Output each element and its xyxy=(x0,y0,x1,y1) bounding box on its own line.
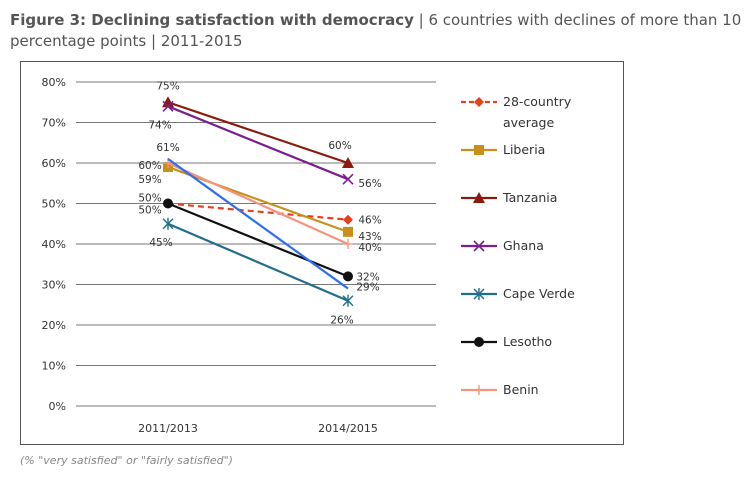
series-line xyxy=(167,161,349,246)
chart-title: Figure 3: Declining satisfaction with de… xyxy=(10,10,750,52)
data-label: 59% xyxy=(138,174,161,186)
y-tick-label: 10% xyxy=(42,360,66,373)
data-point xyxy=(343,226,353,237)
chart-title-subtitle: | 6 countries with declines of more than… xyxy=(10,11,742,50)
legend-marker xyxy=(474,97,484,107)
data-point xyxy=(162,217,174,230)
data-label: 61% xyxy=(156,142,179,154)
data-label: 32% xyxy=(356,271,379,283)
series-line xyxy=(167,222,349,302)
series-line xyxy=(167,202,349,278)
data-point xyxy=(162,100,174,112)
data-point xyxy=(162,96,174,108)
y-tick-label: 50% xyxy=(42,198,66,211)
legend-marker xyxy=(474,145,484,155)
data-point xyxy=(342,157,354,168)
y-tick-label: 20% xyxy=(42,319,66,332)
series-line xyxy=(167,105,349,181)
legend-marker xyxy=(473,240,485,252)
y-tick-label: 70% xyxy=(42,117,66,130)
data-point xyxy=(343,214,353,225)
legend-label: average xyxy=(503,115,554,130)
y-tick-label: 80% xyxy=(42,76,66,89)
data-label: 60% xyxy=(138,160,161,172)
legend-marker xyxy=(474,385,484,395)
data-label: 45% xyxy=(149,237,172,249)
legend-marker xyxy=(474,337,484,347)
legend-label: Benin xyxy=(503,382,539,397)
y-tick-label: 0% xyxy=(49,400,66,413)
data-label: 60% xyxy=(328,140,351,152)
series-line xyxy=(167,101,349,165)
chart-footnote: (% "very satisfied" or "fairly satisfied… xyxy=(20,454,233,467)
data-point xyxy=(342,173,354,185)
data-point xyxy=(343,239,353,249)
chart-title-main: Figure 3: Declining satisfaction with de… xyxy=(10,11,414,29)
data-label: 43% xyxy=(358,231,381,243)
legend-label: Lesotho xyxy=(503,334,552,349)
legend-label: Cape Verde xyxy=(503,286,575,301)
data-label: 29% xyxy=(356,282,379,294)
x-tick-label: 2014/2015 xyxy=(318,422,378,435)
data-point xyxy=(343,271,353,282)
series-line xyxy=(167,166,349,233)
data-label: 50% xyxy=(138,205,161,217)
y-tick-label: 40% xyxy=(42,238,66,251)
legend-label: Liberia xyxy=(503,142,545,157)
line-chart: 0% 10% 20% 30% 40% 50% 60% 70% 80% 2011/2013 2014/… xyxy=(42,76,576,435)
data-point xyxy=(342,294,354,307)
data-label: 46% xyxy=(358,215,381,227)
y-tick-label: 30% xyxy=(42,279,66,292)
chart-frame: 0% 10% 20% 30% 40% 50% 60% 70% 80% 2011/2013 2014/… xyxy=(20,61,624,445)
series-line xyxy=(167,202,349,221)
data-label: 40% xyxy=(358,242,381,254)
data-label: 26% xyxy=(330,315,353,327)
data-label: 50% xyxy=(138,193,161,205)
data-point xyxy=(163,198,173,209)
series-line xyxy=(167,158,349,290)
data-label: 75% xyxy=(156,80,179,92)
legend-label: 28-country xyxy=(503,94,572,109)
legend-label: Ghana xyxy=(503,238,544,253)
legend-marker xyxy=(473,192,485,203)
data-label: 74% xyxy=(148,119,171,131)
y-tick-label: 60% xyxy=(42,157,66,170)
data-label: 56% xyxy=(358,178,381,190)
legend-marker xyxy=(473,288,485,300)
x-tick-label: 2011/2013 xyxy=(138,422,198,435)
legend-label: Tanzania xyxy=(502,190,557,205)
